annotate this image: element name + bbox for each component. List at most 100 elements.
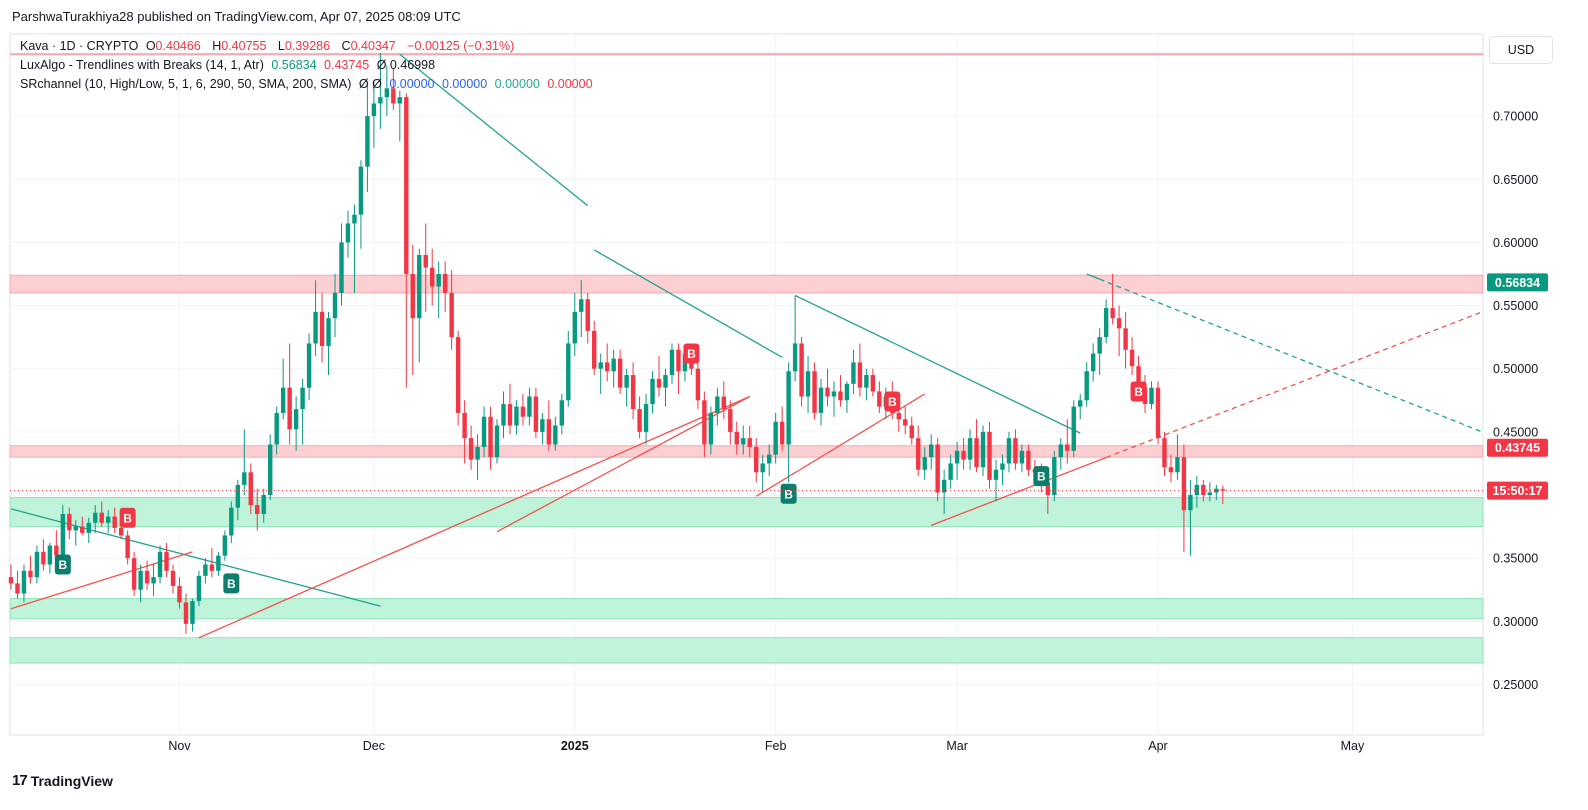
candle-body <box>138 570 143 590</box>
candle <box>430 248 435 306</box>
candle <box>1162 431 1167 477</box>
candle <box>1149 381 1154 410</box>
candle <box>41 539 46 571</box>
indicator-legend-srchannel[interactable]: SRchannel (10, High/Low, 5, 1, 6, 290, 5… <box>20 77 597 91</box>
candle <box>650 371 655 413</box>
currency-button[interactable]: USD <box>1489 36 1553 64</box>
candle-body <box>844 383 850 401</box>
candle <box>754 438 759 483</box>
symbol-legend-row: Kava · 1D · CRYPTO O0.40466 H0.40755 L0.… <box>20 39 518 53</box>
chart-pane-border <box>9 33 1484 736</box>
signal-badge <box>1130 381 1147 402</box>
indicator-value-2: 0.00000 <box>442 77 488 91</box>
signal-text: B <box>1037 470 1046 484</box>
candle-body <box>488 416 493 458</box>
candle-body <box>831 391 837 397</box>
low-value: 0.39286 <box>284 39 331 53</box>
candle-body <box>293 409 299 430</box>
candle <box>1116 305 1122 357</box>
candle <box>319 292 325 363</box>
candle <box>423 223 428 312</box>
candle <box>60 505 66 561</box>
signal-badge <box>683 343 700 364</box>
candle <box>1129 337 1135 376</box>
candle-body <box>948 463 953 480</box>
candle-body <box>358 166 364 215</box>
candle <box>708 406 714 455</box>
candle-body <box>1181 457 1187 511</box>
candle-body <box>1097 337 1102 354</box>
candle <box>261 488 266 523</box>
candle-body <box>300 387 305 410</box>
publisher-caption: ParshwaTurakhiya28 published on TradingV… <box>12 9 461 24</box>
indicator-value-4: 0.00000 <box>547 77 593 91</box>
candle-body <box>734 431 739 445</box>
candle-body <box>1071 406 1076 451</box>
candle-body <box>203 564 208 576</box>
candle <box>935 438 940 502</box>
indicator-name: SRchannel (10, High/Low, 5, 1, 6, 290, 5… <box>20 77 352 91</box>
y-axis-tick-label: 0.65000 <box>1493 173 1538 187</box>
candle-body <box>99 512 104 523</box>
candle-body <box>455 337 461 413</box>
candle <box>870 368 876 397</box>
candle <box>468 425 474 470</box>
candle <box>28 555 33 584</box>
close-label: C <box>341 39 351 53</box>
candle <box>494 419 500 464</box>
candle <box>170 564 176 594</box>
candle <box>417 248 422 363</box>
indicator-legend-trendlines[interactable]: LuxAlgo - Trendlines with Breaks (14, 1,… <box>20 58 439 72</box>
high-value: 0.40755 <box>221 39 267 53</box>
x-axis-tick-label: May <box>1341 739 1365 753</box>
candle-body <box>572 311 577 344</box>
candle <box>624 368 629 407</box>
candle <box>287 343 292 445</box>
candle-body <box>41 551 46 565</box>
candle-body <box>436 273 441 287</box>
candle-body <box>481 416 487 448</box>
bearish-break-label: B <box>119 507 136 528</box>
candle-body <box>961 450 966 460</box>
candle <box>967 429 973 470</box>
candle-body <box>475 447 480 460</box>
candle-body <box>1201 484 1206 496</box>
candle-body <box>1129 349 1135 367</box>
candle <box>954 441 960 480</box>
candle-body <box>1149 387 1154 405</box>
candle <box>1097 328 1102 376</box>
candle <box>1090 343 1096 382</box>
candle <box>209 548 215 578</box>
candle-body <box>86 522 91 533</box>
candle <box>475 434 480 480</box>
candle <box>488 406 493 470</box>
indicator-value-lower: 0.43745 <box>324 58 370 72</box>
candle <box>352 204 357 293</box>
candle-body <box>611 358 616 372</box>
candle <box>339 223 344 306</box>
candle <box>961 438 966 470</box>
candle <box>1220 485 1225 505</box>
candle <box>760 454 765 493</box>
trendline-down <box>10 508 381 607</box>
candle-body <box>1220 489 1225 491</box>
tradingview-logo[interactable]: 17 TradingView <box>12 772 113 789</box>
signal-badge <box>119 507 136 528</box>
candle <box>306 333 312 401</box>
candle-body <box>15 583 20 594</box>
candle-body <box>1194 484 1200 496</box>
indicator-name: LuxAlgo - Trendlines with Breaks (14, 1,… <box>20 58 264 72</box>
candle-body <box>916 438 921 470</box>
candle <box>222 530 228 561</box>
signal-badge <box>884 391 901 412</box>
signal-text: B <box>59 558 68 572</box>
candle-body <box>1006 438 1012 464</box>
trendline-down-projection <box>1099 278 1483 433</box>
candle <box>255 488 260 531</box>
candle-body <box>851 362 856 384</box>
candle <box>358 160 364 249</box>
x-axis-tick-label: 2025 <box>561 739 589 753</box>
signal-text: B <box>784 487 793 501</box>
candle-body <box>1123 328 1128 350</box>
